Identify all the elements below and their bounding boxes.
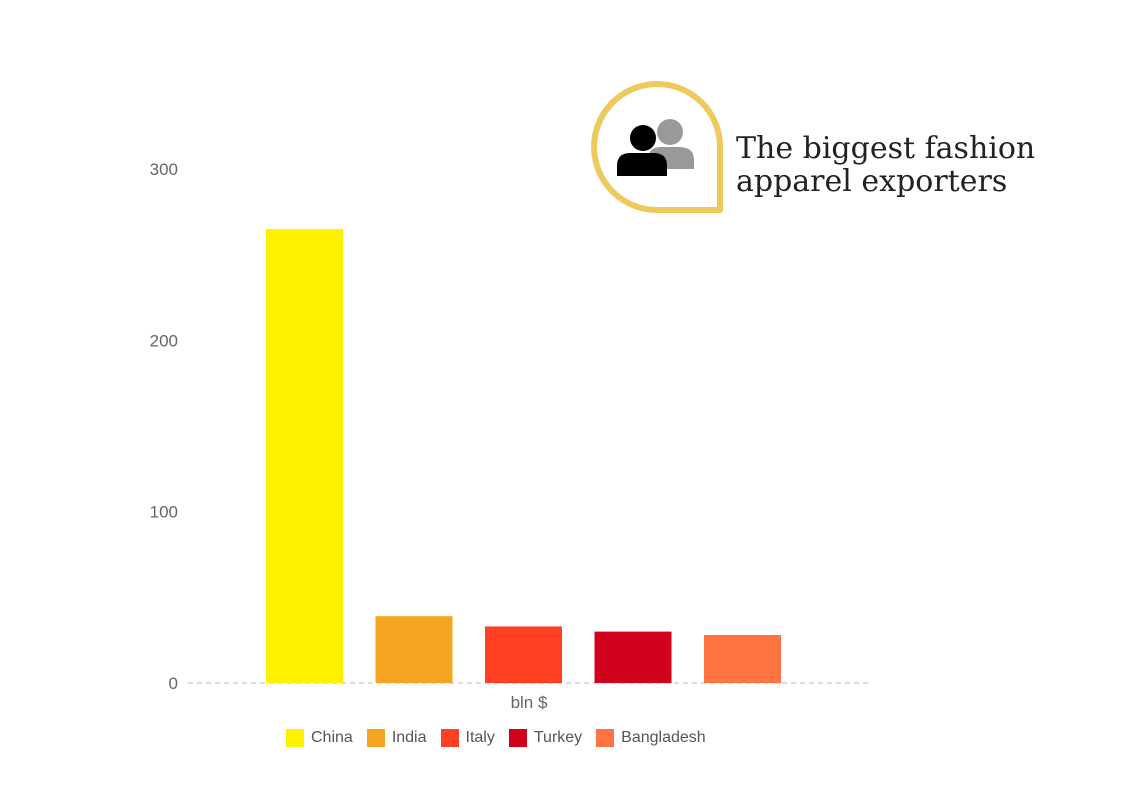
legend-item-china[interactable]: China <box>286 729 353 747</box>
legend-swatch <box>286 729 304 747</box>
legend-swatch <box>440 729 459 747</box>
people-icon <box>591 81 723 213</box>
front-person-body <box>617 153 667 176</box>
y-tick-label: 300 <box>150 160 178 179</box>
legend-item-india[interactable]: India <box>366 729 427 747</box>
bar-turkey <box>594 631 672 683</box>
chart-title-block: The biggest fashion apparel exporters <box>590 80 1110 220</box>
y-tick-label: 200 <box>150 331 178 350</box>
legend-item-italy[interactable]: Italy <box>440 729 495 747</box>
legend-label: Bangladesh <box>621 729 706 746</box>
legend-item-turkey[interactable]: Turkey <box>508 729 583 747</box>
legend-label: China <box>311 729 353 746</box>
y-tick-label: 100 <box>150 503 178 522</box>
legend-item-bangladesh[interactable]: Bangladesh <box>596 729 706 747</box>
badge-outline <box>591 81 723 213</box>
legend-swatch <box>596 729 615 747</box>
bars <box>266 228 781 683</box>
chart-title: The biggest fashion apparel exporters <box>736 131 1036 199</box>
bar-bangladesh <box>704 635 781 683</box>
chart-legend: China India Italy Turkey Bangladesh <box>286 729 720 747</box>
legend-label: Turkey <box>533 729 583 746</box>
legend-swatch <box>366 729 385 747</box>
bar-china <box>266 228 343 683</box>
y-axis-ticks: 0 100 200 300 <box>150 160 178 693</box>
x-axis-label: bln $ <box>511 693 548 712</box>
y-tick-label: 0 <box>169 674 178 693</box>
front-person-head <box>630 125 656 151</box>
bar-italy <box>485 626 562 683</box>
back-person-head <box>657 119 683 145</box>
bar-india <box>375 616 453 683</box>
legend-label: Italy <box>465 729 495 746</box>
legend-label: India <box>391 729 427 746</box>
legend-swatch <box>508 729 527 747</box>
